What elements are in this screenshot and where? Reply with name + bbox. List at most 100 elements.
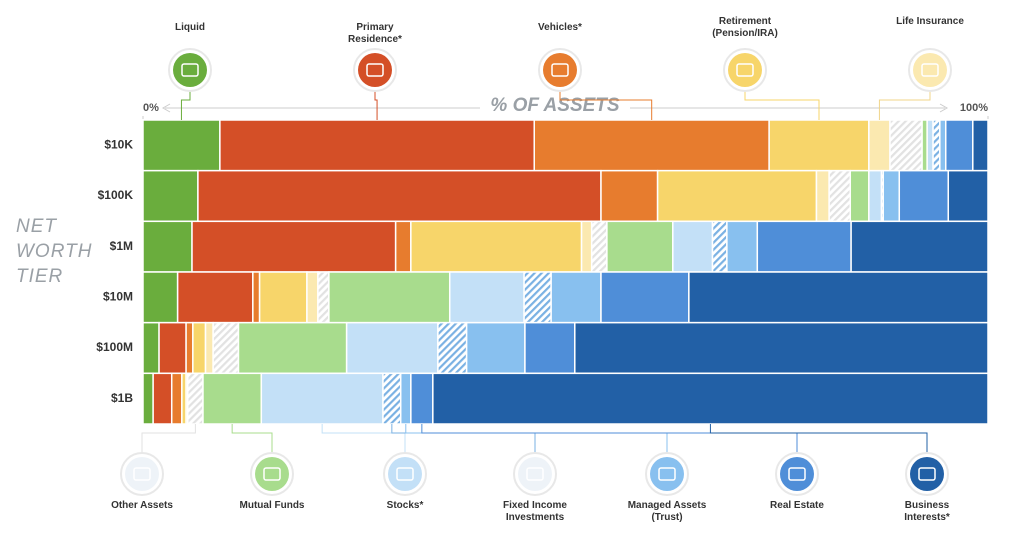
bar-segment [889, 119, 923, 172]
connector [321, 424, 406, 454]
icon-glyph [918, 467, 936, 481]
icon-glyph [921, 63, 939, 77]
bar-segment [882, 169, 901, 223]
x-axis-title: % OF ASSETS [490, 95, 619, 116]
bar-segment [142, 220, 193, 273]
icon [650, 457, 684, 491]
legend-label: Fixed Income Investments [503, 500, 567, 523]
arrow-head [939, 103, 949, 113]
icon [780, 457, 814, 491]
bar-segment [142, 169, 199, 223]
bar-segment [185, 321, 194, 375]
bar-segment [711, 220, 728, 273]
bar-segment [142, 271, 179, 324]
legend-label: Mutual Funds [239, 500, 305, 511]
bar-segment [850, 220, 989, 273]
bar-segment [410, 372, 434, 425]
bar-segment [939, 119, 947, 172]
bar-segment [947, 169, 989, 223]
icon-glyph [263, 467, 281, 481]
connector [391, 424, 536, 454]
legend-label: Business Interests* [904, 500, 950, 523]
bar-segment [197, 169, 602, 223]
bar-segment [590, 220, 608, 273]
bar-segment [926, 119, 934, 172]
bar-segment [550, 271, 602, 324]
icon-glyph [551, 63, 569, 77]
bar-segment [972, 119, 989, 172]
bar-segment [921, 119, 928, 172]
connector [374, 90, 378, 120]
bar-segment [656, 169, 818, 223]
bar-segment [945, 119, 974, 172]
icon-glyph [736, 63, 754, 77]
legend-label: Liquid [175, 22, 205, 33]
arrow-head [161, 103, 171, 113]
icon-glyph [788, 467, 806, 481]
icon [358, 53, 392, 87]
bar-segment [849, 169, 870, 223]
legend-label: Stocks* [386, 500, 424, 511]
bar-segment [432, 372, 989, 425]
legend-label: Primary Residence* [348, 22, 402, 45]
bar-segment [219, 119, 535, 172]
bar-segment [523, 271, 552, 324]
bar-segment [868, 119, 891, 172]
icon [913, 53, 947, 87]
bar-segment [868, 169, 883, 223]
icon [543, 53, 577, 87]
icon [173, 53, 207, 87]
icon-glyph [526, 467, 544, 481]
bar-segment [394, 220, 412, 273]
bar-segment [828, 169, 852, 223]
y-tick-label: $10M [103, 290, 133, 304]
bar-segment [317, 271, 330, 324]
bar-segment [465, 321, 526, 375]
bar-segment [768, 119, 870, 172]
legend-label: Retirement (Pension/IRA) [712, 16, 778, 39]
bar-segment [187, 372, 204, 425]
connector [180, 90, 191, 120]
bar-segment [260, 372, 384, 425]
bar-segment [688, 271, 989, 324]
bar-segment [142, 321, 160, 375]
y-tick-label: $10K [104, 138, 133, 152]
icon [518, 457, 552, 491]
legend-label: Vehicles* [538, 22, 582, 33]
bar-segment [600, 271, 690, 324]
y-tick-label: $100K [98, 188, 134, 202]
bar-segment [192, 321, 207, 375]
bar-segment [600, 169, 659, 223]
bar-segment [152, 372, 173, 425]
bar-segment [437, 321, 468, 375]
bar-segment [898, 169, 950, 223]
connector [878, 90, 931, 120]
y-tick-label: $1M [110, 239, 133, 253]
bar-segment [142, 119, 221, 172]
icon [255, 457, 289, 491]
bar-segment [345, 321, 439, 375]
bar-segment [258, 271, 308, 324]
icon-glyph [396, 467, 414, 481]
bar-segment [328, 271, 451, 324]
icon-glyph [133, 467, 151, 481]
bar-segment [606, 220, 674, 273]
bar-segment [932, 119, 941, 172]
bar-segment [158, 321, 187, 375]
connector [141, 424, 196, 454]
bar-segment [176, 271, 254, 324]
connector [405, 424, 668, 454]
bar-segment [306, 271, 319, 324]
connector [559, 90, 653, 120]
bar-segment [252, 271, 261, 324]
legend-label: Managed Assets (Trust) [627, 500, 707, 523]
connector [744, 90, 820, 120]
bar-segment [448, 271, 525, 324]
icon-glyph [658, 467, 676, 481]
bar-segment [672, 220, 714, 273]
bar-segment [191, 220, 397, 273]
icon [388, 457, 422, 491]
y-tick-label: $1B [111, 391, 133, 405]
bar-segment [574, 321, 989, 375]
icon-glyph [366, 63, 384, 77]
